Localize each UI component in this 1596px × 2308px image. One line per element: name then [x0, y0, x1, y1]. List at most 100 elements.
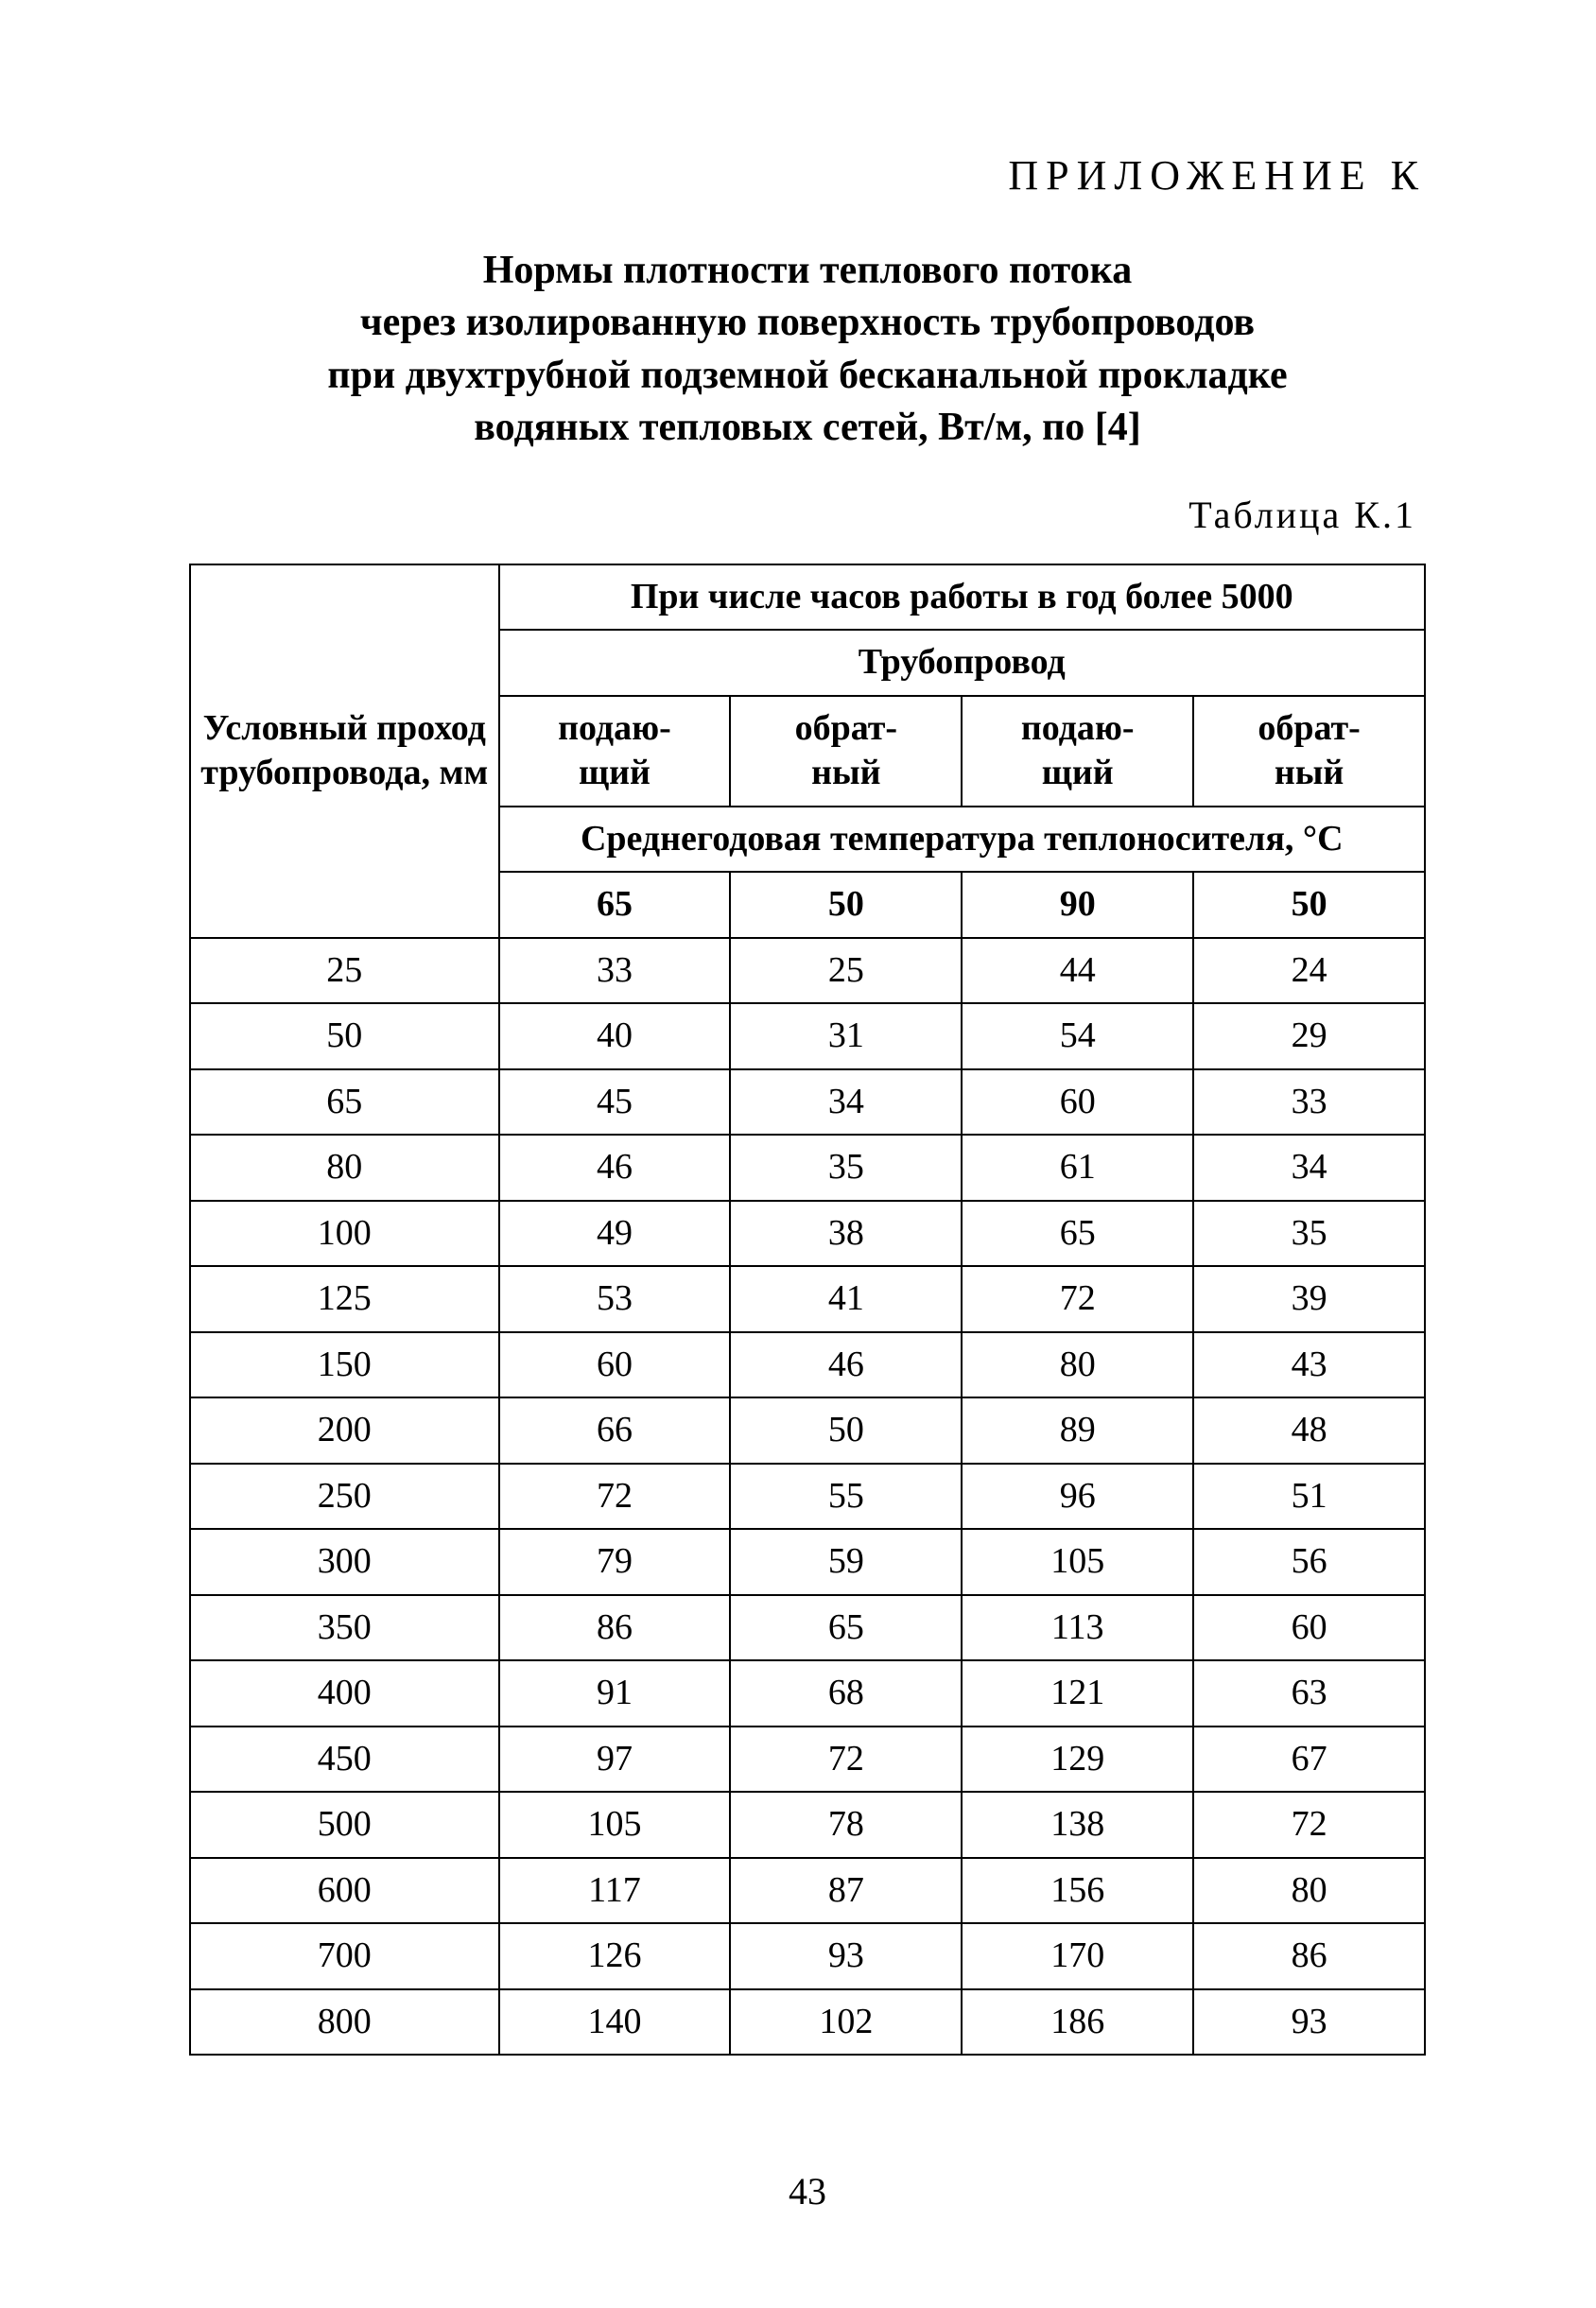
cell-diameter: 600 [190, 1858, 499, 1924]
cell-supply65: 91 [499, 1660, 731, 1727]
header-temp-label: Среднегодовая температура теплоносителя,… [499, 807, 1426, 873]
cell-return50b: 80 [1193, 1858, 1425, 1924]
cell-return50a: 59 [730, 1529, 962, 1595]
cell-supply65: 60 [499, 1332, 731, 1398]
cell-return50a: 46 [730, 1332, 962, 1398]
cell-return50a: 78 [730, 1792, 962, 1858]
cell-return50b: 48 [1193, 1397, 1425, 1464]
cell-diameter: 65 [190, 1069, 499, 1136]
cell-supply90: 54 [962, 1003, 1193, 1069]
header-col-return-2: обрат-ный [1193, 696, 1425, 807]
table-row: 400916812163 [190, 1660, 1425, 1727]
cell-return50b: 34 [1193, 1135, 1425, 1201]
cell-return50b: 33 [1193, 1069, 1425, 1136]
cell-supply65: 97 [499, 1727, 731, 1793]
cell-return50b: 43 [1193, 1332, 1425, 1398]
cell-supply90: 138 [962, 1792, 1193, 1858]
cell-return50a: 72 [730, 1727, 962, 1793]
table-header: Условный проход трубопровода, мм При чис… [190, 564, 1425, 938]
cell-supply65: 53 [499, 1266, 731, 1332]
cell-supply90: 121 [962, 1660, 1193, 1727]
cell-return50b: 24 [1193, 938, 1425, 1004]
header-temp-65: 65 [499, 872, 731, 938]
title-line-4: водяных тепловых сетей, Вт/м, по [4] [474, 406, 1140, 449]
cell-return50b: 29 [1193, 1003, 1425, 1069]
cell-supply90: 186 [962, 1989, 1193, 2056]
cell-return50b: 72 [1193, 1792, 1425, 1858]
cell-diameter: 100 [190, 1201, 499, 1267]
header-temp-90: 90 [962, 872, 1193, 938]
table-row: 5001057813872 [190, 1792, 1425, 1858]
table-row: 10049386535 [190, 1201, 1425, 1267]
cell-supply65: 86 [499, 1595, 731, 1661]
cell-supply90: 170 [962, 1923, 1193, 1989]
cell-supply90: 89 [962, 1397, 1193, 1464]
cell-supply90: 129 [962, 1727, 1193, 1793]
cell-diameter: 400 [190, 1660, 499, 1727]
header-row-label: Условный проход трубопровода, мм [190, 564, 499, 938]
table-row: 80014010218693 [190, 1989, 1425, 2056]
header-temp-50b: 50 [1193, 872, 1425, 938]
cell-return50b: 86 [1193, 1923, 1425, 1989]
cell-supply90: 61 [962, 1135, 1193, 1201]
cell-diameter: 450 [190, 1727, 499, 1793]
row-label-line1: Условный проход [203, 708, 486, 748]
table-row: 450977212967 [190, 1727, 1425, 1793]
cell-return50b: 67 [1193, 1727, 1425, 1793]
row-label-line2: трубопровода, мм [200, 753, 488, 792]
cell-return50b: 51 [1193, 1464, 1425, 1530]
header-pipe-label: Трубопровод [499, 630, 1426, 696]
cell-diameter: 350 [190, 1595, 499, 1661]
header-hours: При числе часов работы в год более 5000 [499, 564, 1426, 631]
header-col-supply-1: подаю-щий [499, 696, 731, 807]
cell-supply90: 96 [962, 1464, 1193, 1530]
cell-supply65: 117 [499, 1858, 731, 1924]
table-row: 6545346033 [190, 1069, 1425, 1136]
cell-return50a: 31 [730, 1003, 962, 1069]
cell-supply65: 105 [499, 1792, 731, 1858]
cell-supply90: 65 [962, 1201, 1193, 1267]
cell-return50a: 25 [730, 938, 962, 1004]
cell-return50b: 60 [1193, 1595, 1425, 1661]
cell-return50b: 63 [1193, 1660, 1425, 1727]
cell-diameter: 700 [190, 1923, 499, 1989]
header-temp-50a: 50 [730, 872, 962, 938]
cell-return50a: 87 [730, 1858, 962, 1924]
cell-diameter: 800 [190, 1989, 499, 2056]
table-body: 2533254424504031542965453460338046356134… [190, 938, 1425, 2056]
cell-return50a: 65 [730, 1595, 962, 1661]
cell-supply90: 60 [962, 1069, 1193, 1136]
cell-supply90: 105 [962, 1529, 1193, 1595]
cell-return50a: 41 [730, 1266, 962, 1332]
cell-supply90: 113 [962, 1595, 1193, 1661]
cell-return50a: 34 [730, 1069, 962, 1136]
cell-diameter: 300 [190, 1529, 499, 1595]
cell-return50a: 50 [730, 1397, 962, 1464]
table-caption: Таблица К.1 [189, 493, 1426, 537]
cell-diameter: 200 [190, 1397, 499, 1464]
appendix-label: ПРИЛОЖЕНИЕ К [189, 151, 1426, 200]
title-line-3: при двухтрубной подземной бесканальной п… [327, 354, 1287, 397]
title-line-1: Нормы плотности теплового потока [483, 249, 1133, 292]
table-row: 350866511360 [190, 1595, 1425, 1661]
table-row: 7001269317086 [190, 1923, 1425, 1989]
cell-supply65: 66 [499, 1397, 731, 1464]
cell-supply65: 140 [499, 1989, 731, 2056]
cell-return50b: 93 [1193, 1989, 1425, 2056]
cell-supply65: 33 [499, 938, 731, 1004]
page-number: 43 [189, 2169, 1426, 2213]
header-col-supply-2: подаю-щий [962, 696, 1193, 807]
cell-diameter: 25 [190, 938, 499, 1004]
cell-diameter: 500 [190, 1792, 499, 1858]
cell-supply90: 72 [962, 1266, 1193, 1332]
table-row: 300795910556 [190, 1529, 1425, 1595]
cell-supply90: 44 [962, 938, 1193, 1004]
cell-diameter: 80 [190, 1135, 499, 1201]
cell-diameter: 250 [190, 1464, 499, 1530]
page-title: Нормы плотности теплового потока через и… [212, 245, 1403, 455]
cell-return50a: 93 [730, 1923, 962, 1989]
cell-supply90: 80 [962, 1332, 1193, 1398]
table-row: 8046356134 [190, 1135, 1425, 1201]
header-col-return-1: обрат-ный [730, 696, 962, 807]
cell-diameter: 50 [190, 1003, 499, 1069]
